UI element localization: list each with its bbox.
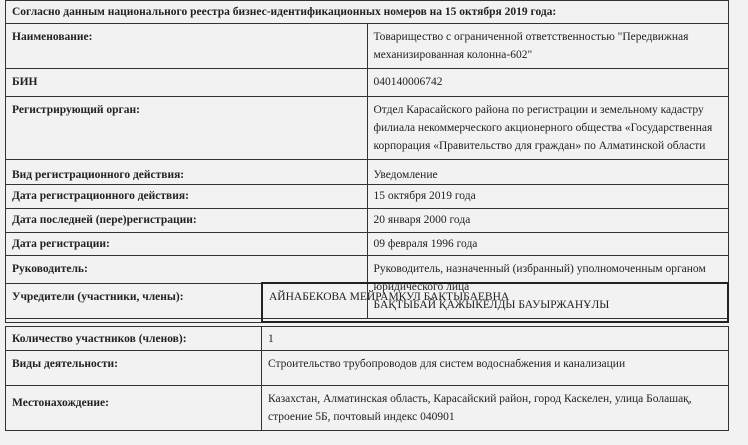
row-action-date: Дата регистрационного действия: 15 октябр… xyxy=(5,184,729,209)
label: Дата регистрационного действия: xyxy=(5,184,368,209)
label: БИН xyxy=(5,68,368,97)
value: 09 февраля 1996 года xyxy=(366,232,729,256)
label: Регистрирующий орган: xyxy=(5,96,368,160)
row-last-registration: Дата последней (пере)регистрации: 20 янва… xyxy=(5,208,729,233)
value: Уведомление xyxy=(366,159,729,185)
label: Дата регистрации: xyxy=(5,232,368,256)
value: 15 октября 2019 года xyxy=(366,184,729,209)
label: Учредители (участники, члены): xyxy=(5,282,263,323)
value: Казахстан, Алматинская область, Карасайс… xyxy=(261,385,729,431)
row-activities: Виды деятельности: Строительство трубопро… xyxy=(5,350,729,386)
label: Дата последней (пере)регистрации: xyxy=(5,208,368,233)
row-member-count: Количество участников (членов): 1 xyxy=(5,326,729,351)
label: Местонахождение: xyxy=(5,385,262,431)
row-bin: БИН 040140006742 xyxy=(5,68,729,97)
value: 040140006742 xyxy=(366,68,729,97)
value: Товарищество с ограниченной ответственно… xyxy=(366,23,729,69)
details-table: Количество участников (членов): 1 Виды де… xyxy=(5,326,729,431)
row-action-type: Вид регистрационного действия: Уведомлени… xyxy=(5,159,729,185)
row-name: Наименование: Товарищество с ограниченной… xyxy=(5,23,729,69)
label: Наименование: xyxy=(5,23,368,69)
founders-table: Учредители (участники, члены): АЙНАБЕКОВА… xyxy=(5,282,729,323)
value: 1 xyxy=(261,326,729,351)
registry-title: Согласно данным национального реестра би… xyxy=(5,0,729,24)
row-registering-body: Регистрирующий орган: Отдел Карасайского … xyxy=(5,96,729,160)
row-registration-date: Дата регистрации: 09 февраля 1996 года xyxy=(5,232,729,256)
row-location: Местонахождение: Казахстан, Алматинская о… xyxy=(5,385,729,431)
value: Строительство трубопроводов для систем в… xyxy=(261,350,729,386)
label: Виды деятельности: xyxy=(5,350,262,386)
row-founders: Учредители (участники, члены): АЙНАБЕКОВА… xyxy=(5,282,729,323)
label: Количество участников (членов): xyxy=(5,326,262,351)
value: АЙНАБЕКОВА МЕЙРАМКУЛ БАКТЫБАЕВНА xyxy=(261,282,729,323)
value: 20 января 2000 года xyxy=(366,208,729,233)
label: Вид регистрационного действия: xyxy=(5,159,368,185)
value: Отдел Карасайского района по регистрации… xyxy=(366,96,729,160)
registry-table: Согласно данным национального реестра би… xyxy=(5,0,729,319)
